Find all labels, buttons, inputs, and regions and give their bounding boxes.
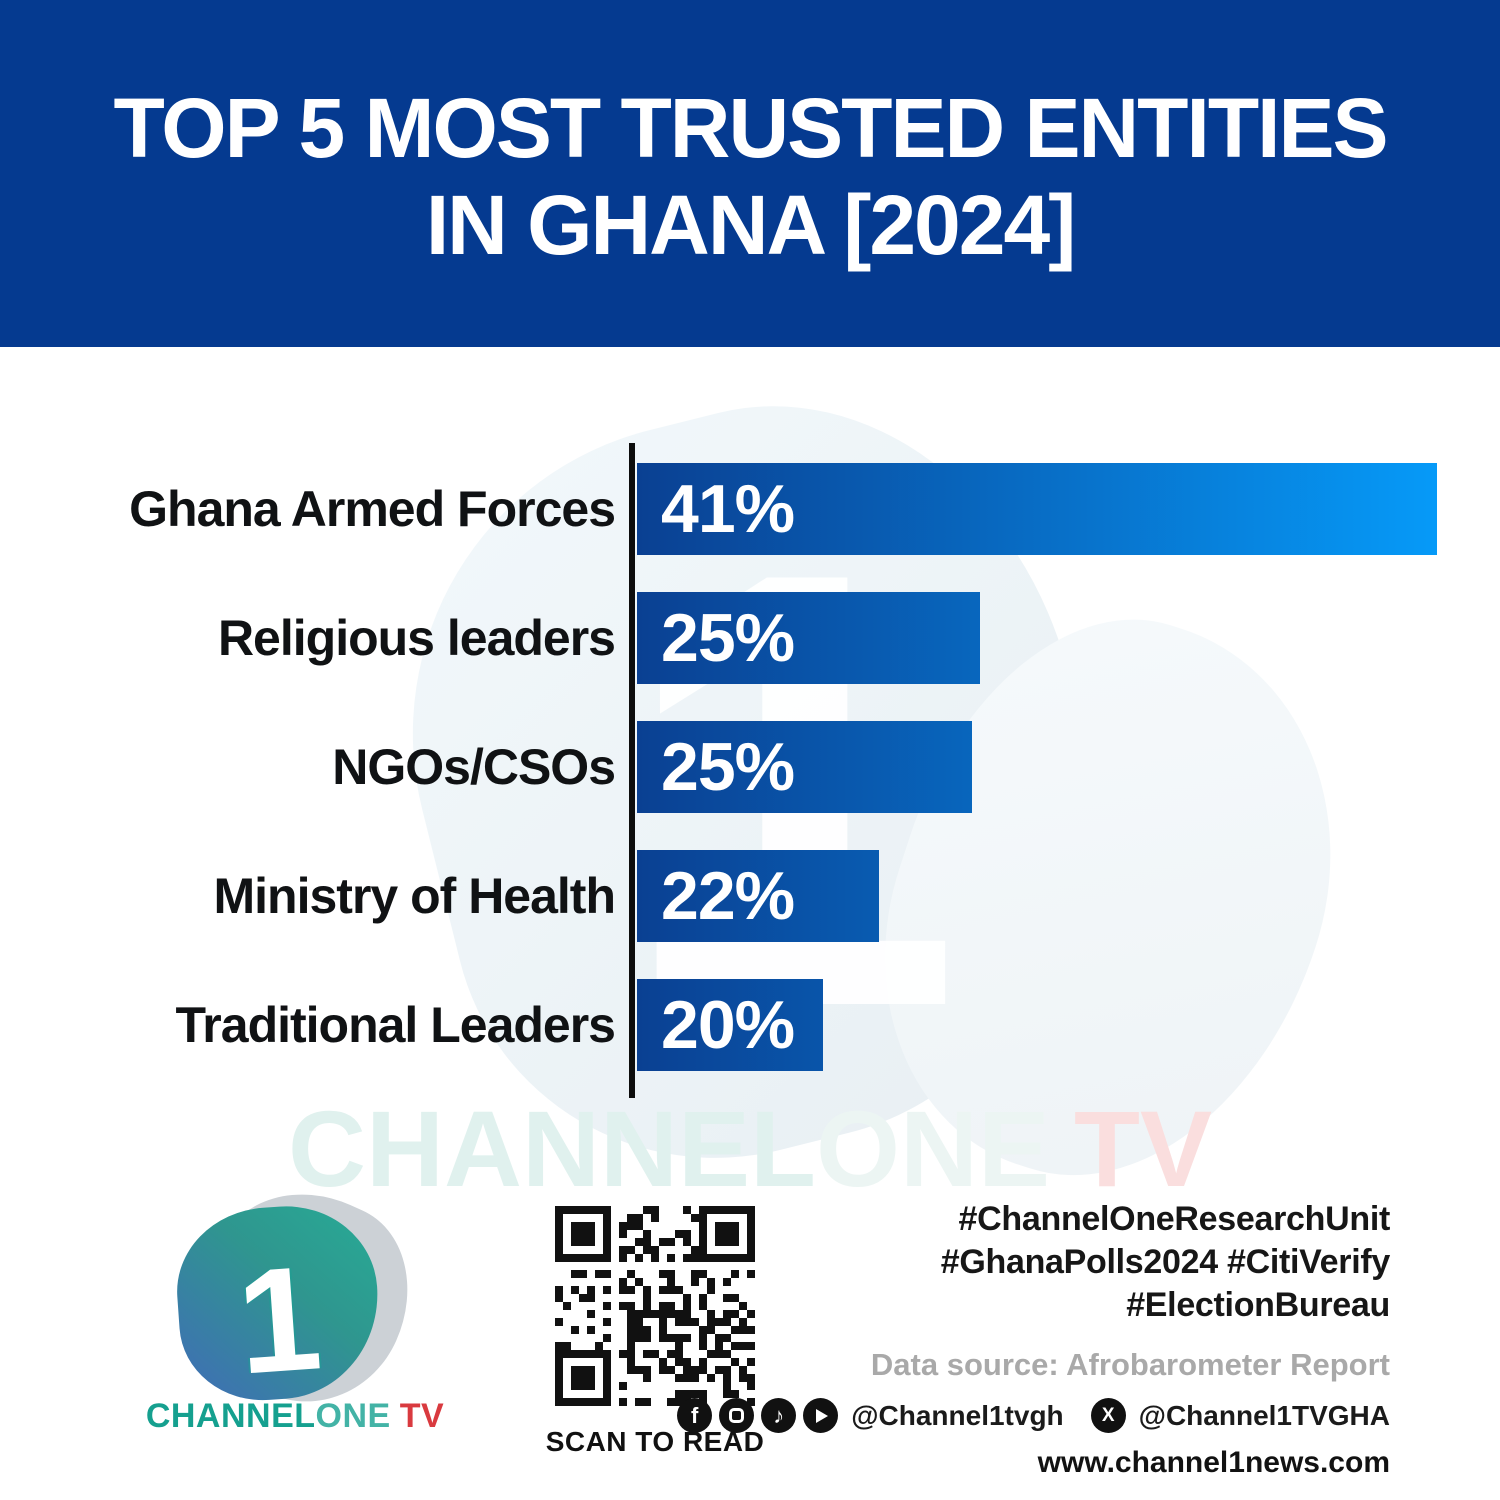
hashtag-line-1: #ChannelOneResearchUnit (958, 1200, 1391, 1238)
youtube-icon (803, 1398, 839, 1433)
value-bar: 22% (637, 850, 879, 942)
category-label: NGOs/CSOs (332, 739, 616, 795)
social-handle-x: @Channel1TVGHA (1138, 1399, 1390, 1431)
facebook-icon: f (677, 1398, 713, 1433)
tiktok-icon: ♪ (761, 1398, 797, 1433)
chart-row: Ministry of Health 22% (0, 850, 1500, 942)
x-icon: X (1090, 1398, 1126, 1433)
wordmark-tv: TV (399, 1397, 445, 1435)
value-label: 25% (661, 729, 795, 805)
watermark-channel: CHANNEL (287, 1088, 816, 1209)
chart-rows: Ghana Armed Forces 41% Religious leaders… (0, 463, 1500, 1108)
value-bar: 20% (637, 979, 823, 1071)
chart-row: NGOs/CSOs 25% (0, 721, 1500, 813)
value-label: 41% (661, 471, 795, 547)
value-bar: 41% (637, 463, 1437, 555)
data-source-note: Data source: Afrobarometer Report (870, 1347, 1390, 1382)
title-line-2: IN GHANA [2024] (425, 177, 1076, 272)
youtube-play-glyph (816, 1408, 829, 1423)
logo-numeral: 1 (232, 1235, 327, 1406)
watermark-tv: TV (1074, 1088, 1213, 1209)
value-label: 20% (661, 987, 795, 1063)
value-label: 22% (661, 858, 795, 934)
hashtag-line-2: #GhanaPolls2024 #CitiVerify (940, 1243, 1391, 1281)
page-title: TOP 5 MOST TRUSTED ENTITIES IN GHANA [20… (113, 74, 1388, 274)
category-label: Ghana Armed Forces (129, 481, 616, 537)
chart-row: Traditional Leaders 20% (0, 979, 1500, 1071)
footer-right-column: #ChannelOneResearchUnit #GhanaPolls2024 … (677, 1198, 1390, 1480)
hashtag-line-3: #ElectionBureau (1126, 1286, 1390, 1324)
social-handle-main: @Channel1tvgh (851, 1399, 1064, 1431)
qr-code (545, 1196, 765, 1416)
channel-one-logo: 1 CHANNELONE TV (140, 1163, 450, 1475)
title-line-1: TOP 5 MOST TRUSTED ENTITIES (113, 80, 1388, 175)
qr-caption: SCAN TO READ (545, 1426, 765, 1457)
chart-row: Religious leaders 25% (0, 592, 1500, 684)
header-banner: TOP 5 MOST TRUSTED ENTITIES IN GHANA [20… (0, 0, 1500, 347)
watermark-wordmark: CHANNELONE TV (0, 1086, 1500, 1211)
wordmark-channel: CHANNEL (145, 1397, 316, 1435)
hashtags: #ChannelOneResearchUnit #GhanaPolls2024 … (677, 1198, 1391, 1327)
value-label: 25% (661, 600, 795, 676)
social-row: f ♪ @Channel1tvgh X @Channel1TVGHA (677, 1398, 1390, 1433)
value-bar: 25% (637, 592, 980, 684)
qr-code-block: SCAN TO READ (545, 1196, 765, 1458)
category-label: Ministry of Health (213, 868, 616, 924)
category-label: Religious leaders (217, 610, 616, 666)
watermark-one: ONE (815, 1088, 1050, 1209)
website-url: www.channel1news.com (1037, 1446, 1390, 1479)
wordmark-one: ONE (315, 1397, 391, 1435)
instagram-icon (719, 1398, 755, 1433)
chart-axis-line (629, 443, 635, 1098)
chart-row: Ghana Armed Forces 41% (0, 463, 1500, 555)
value-bar: 25% (637, 721, 972, 813)
instagram-glyph (729, 1408, 745, 1423)
logo-wordmark: CHANNELONE TV (140, 1397, 450, 1436)
category-label: Traditional Leaders (175, 997, 616, 1053)
